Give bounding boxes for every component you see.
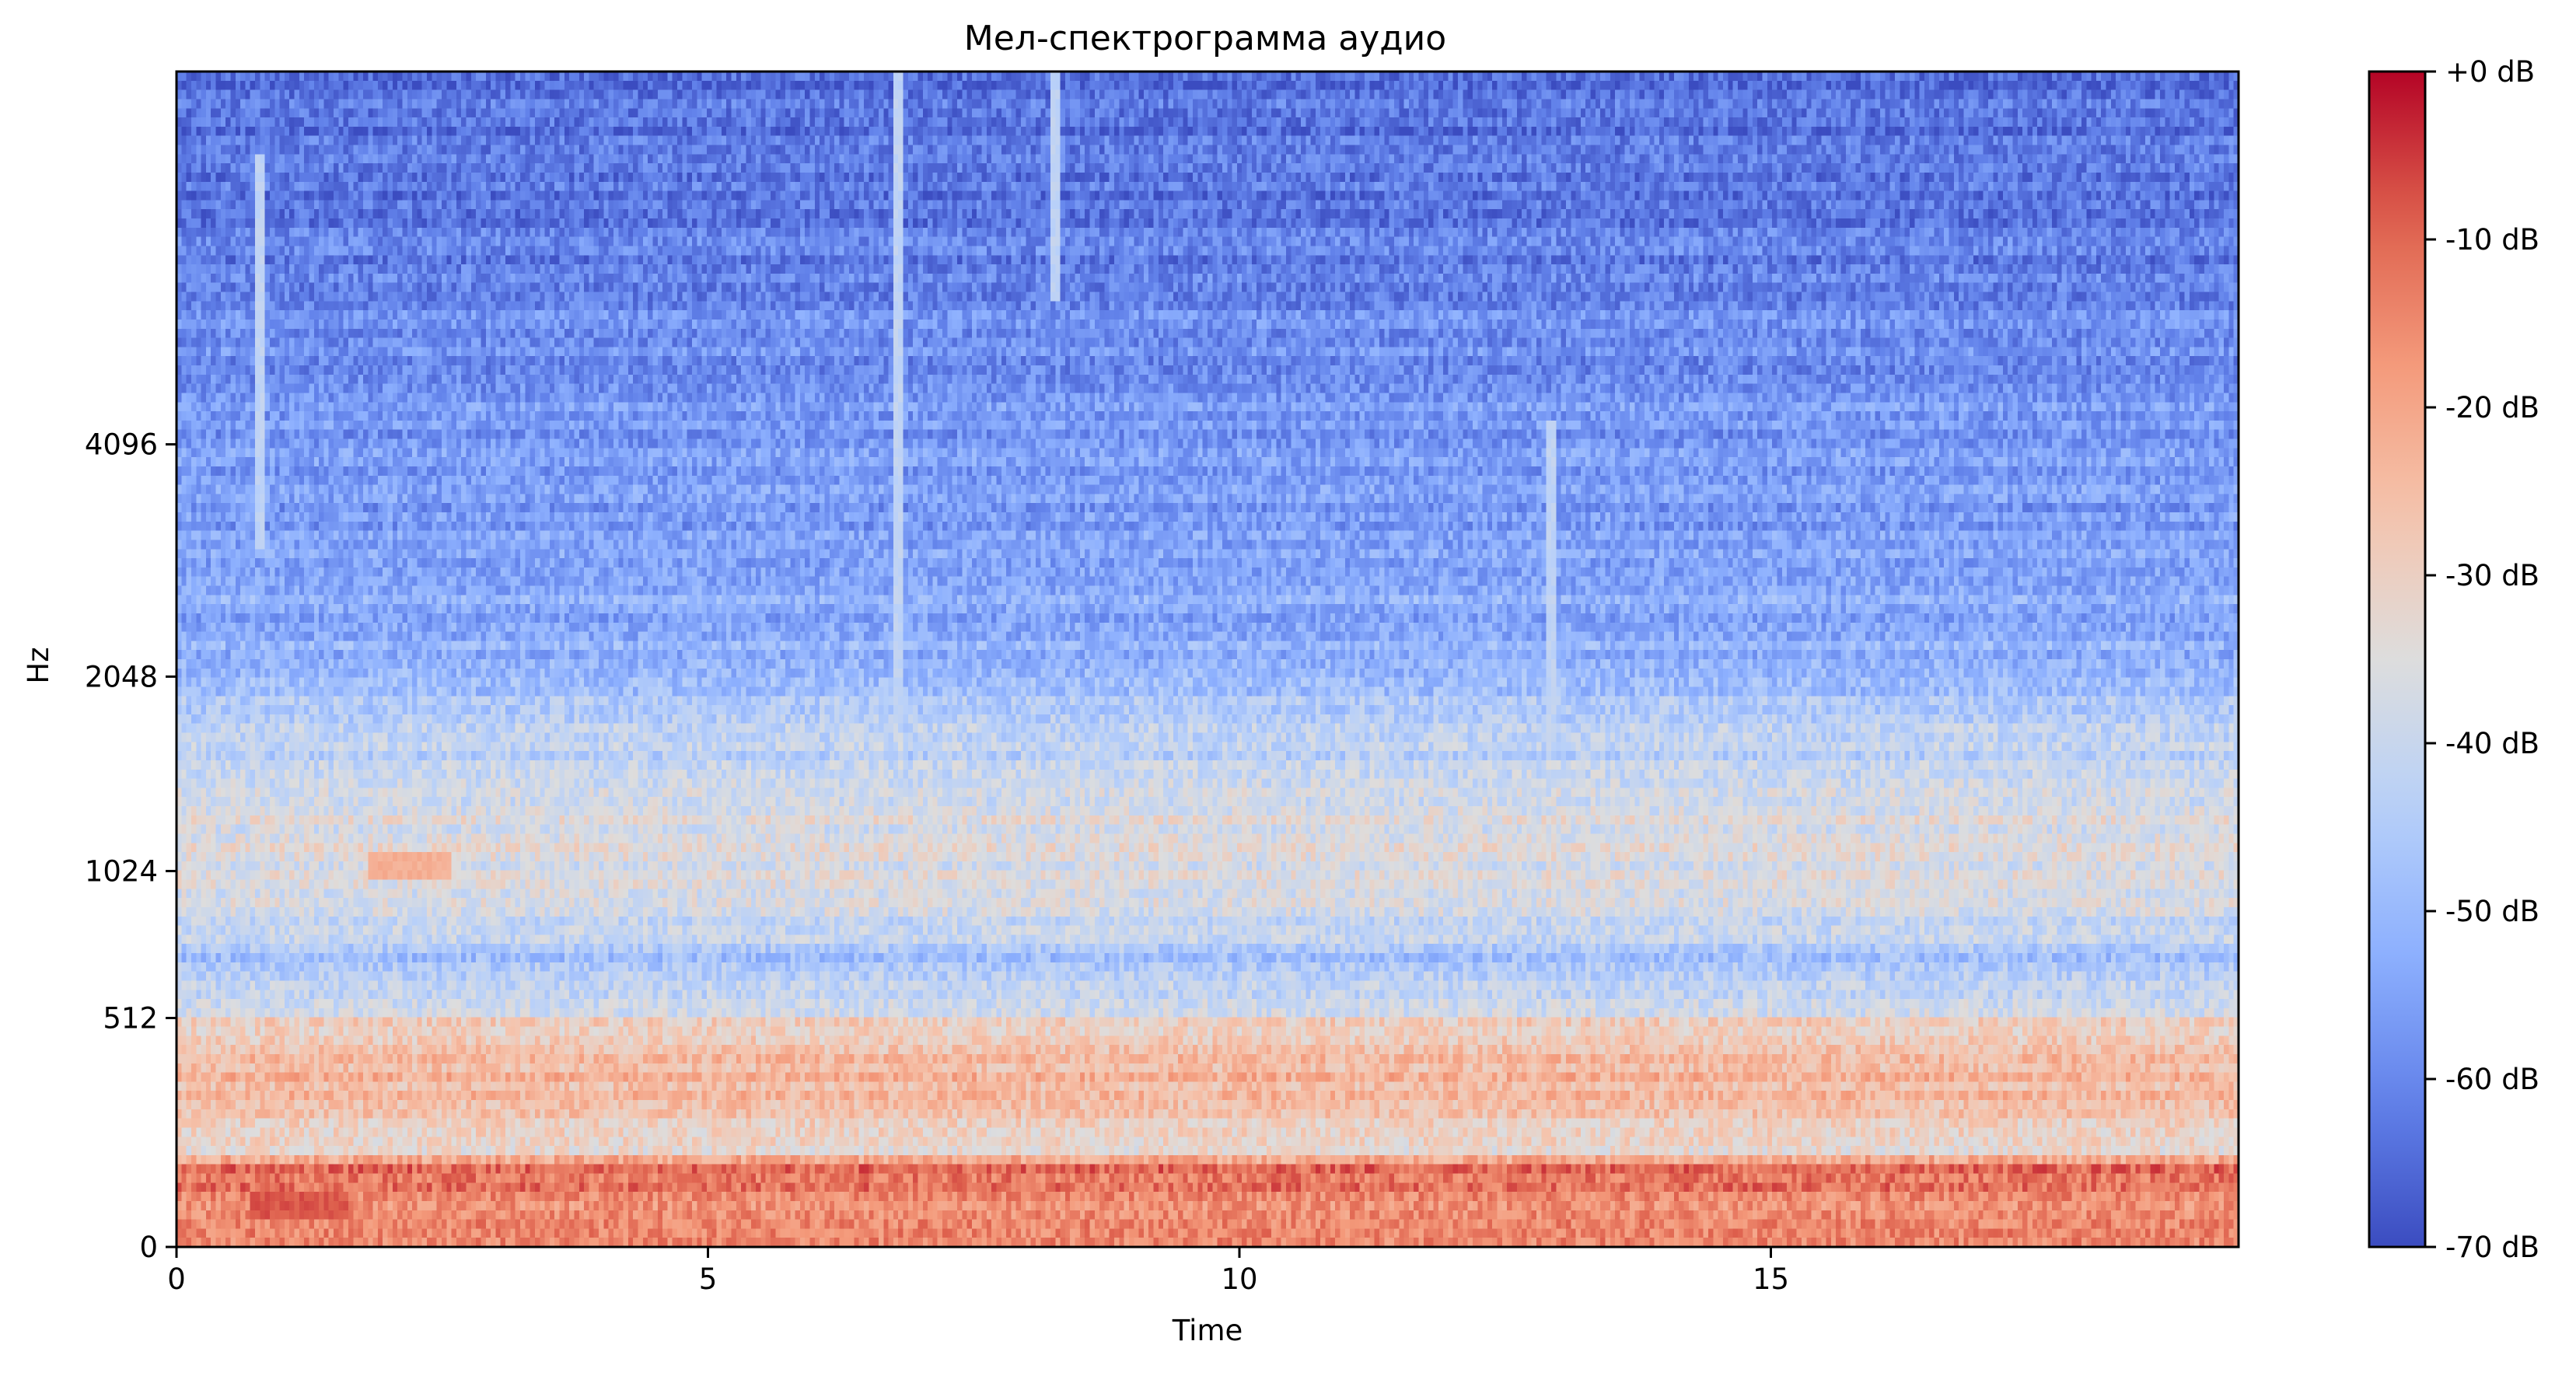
colorbar-tick-label: -50 dB [2445,895,2539,928]
x-tick-label: 5 [699,1262,718,1296]
y-tick-label: 4096 [85,428,158,462]
x-axis: 0 5 10 15 [167,1247,1789,1296]
y-tick-label: 1024 [85,854,158,888]
heatmap [177,72,2239,1247]
x-tick-label: 10 [1221,1262,1257,1296]
y-axis-label: Hz [22,647,55,683]
colorbar-tick-label: -60 dB [2445,1063,2539,1096]
colorbar: +0 dB -10 dB -20 dB -30 dB -40 dB -50 dB -60 d… [2368,55,2539,1264]
colorbar-tick-label: -30 dB [2445,559,2539,592]
x-axis-label: Time [1172,1314,1243,1347]
colorbar-tick-label: -10 dB [2445,223,2539,257]
y-tick-label: 0 [139,1231,158,1264]
heatmap-cells [177,72,2239,1247]
x-tick-label: 0 [167,1262,186,1296]
colorbar-tick-label: -40 dB [2445,727,2539,760]
colorbar-gradient [2369,72,2425,1247]
y-tick-label: 2048 [85,660,158,693]
x-tick-label: 15 [1753,1262,1789,1296]
y-axis: 0 512 1024 2048 4096 [85,428,177,1264]
chart-title: Мел-спектрограмма аудио [964,19,1446,58]
colorbar-tick-label: -70 dB [2445,1231,2539,1264]
plot-frame [175,70,2240,1249]
colorbar-tick-label: -20 dB [2445,391,2539,424]
colorbar-frame [2368,70,2427,1249]
y-tick-label: 512 [103,1002,158,1035]
colorbar-tick-label: +0 dB [2445,55,2535,89]
